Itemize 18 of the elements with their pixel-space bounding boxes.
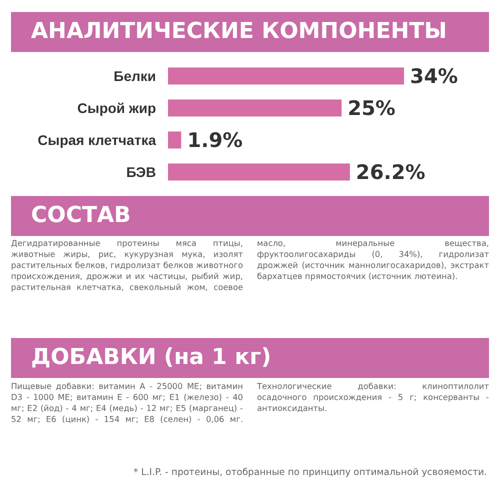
y-tick-label: Белки [114, 68, 156, 84]
bar [168, 132, 182, 148]
chart-title: АНАЛИТИЧЕСКИЕ КОМПОНЕНТЫ [11, 12, 489, 52]
bar [168, 100, 342, 116]
text: * L.I.P. - протеины, отобранные по принципу оптимальной усвояемости. [134, 467, 487, 478]
data-label: 1.9% [187, 128, 243, 152]
data-label: 26.2% [356, 160, 426, 184]
text: СОСТАВ [11, 196, 489, 236]
y-tick-label: БЭВ [126, 164, 156, 180]
bar [168, 164, 350, 180]
data-label: 34% [410, 64, 458, 88]
y-tick-label: Сырая клетчатка [38, 132, 156, 148]
text: Дегидратированные протеины мяса птицы, животные жиры, рис, кукурузная мука, изолят растительных белков, гидролизат белков животного происхождения, дрожжи и их частицы, рыбий жир, растительная клетчатка, свекольный жом, соевое масло, минеральные вещества, фруктоолигосахариды (0, 34%), гидролизат дрожжей (источник маннолигосахаридов), экстракт бархатцев прямостоячих (источник лютеина). [11, 238, 489, 292]
bar [168, 68, 404, 84]
text: Пищевые добавки: витамин A - 25000 МЕ; витамин D3 - 1000 МЕ; витамин E - 600 мг; E1 (железо) - 40 мг; E2 (йод) - 4 мг; E4 (медь) - 12 мг; E5 (марганец) - 52 мг; E6 (цинк) - 154 мг; E8 (селен) - 0,06 мг. Технологические добавки: клиноптилолит осадочного происхождения - 5 г; консерванты - антиоксиданты. [11, 381, 489, 424]
data-label: 25% [348, 96, 396, 120]
text: ДОБАВКИ (на 1 кг) [11, 338, 489, 378]
y-tick-label: Сырой жир [77, 100, 156, 116]
